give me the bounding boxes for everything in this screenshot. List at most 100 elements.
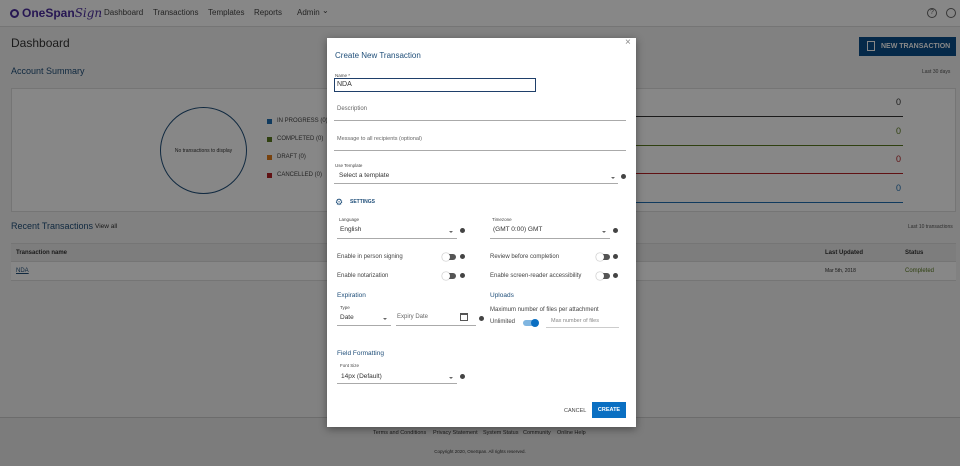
new-transaction-button[interactable]: NEW TRANSACTION <box>859 37 956 56</box>
help-icon[interactable] <box>460 374 465 379</box>
help-icon[interactable] <box>613 273 618 278</box>
legend-swatch <box>267 154 272 160</box>
status-count: 0 <box>896 154 902 165</box>
language-label: Language <box>339 217 360 222</box>
chevron-down-icon[interactable]: ⌄ <box>322 6 329 15</box>
help-icon[interactable] <box>613 228 618 233</box>
last-updated: Mar 5th, 2018 <box>825 268 856 274</box>
footer-link[interactable]: Community <box>523 430 551 436</box>
screen-reader-toggle[interactable] <box>596 272 610 280</box>
max-files-input[interactable]: Max number of files <box>551 318 599 324</box>
col-status[interactable]: Status <box>905 250 924 256</box>
calendar-icon[interactable] <box>460 313 468 321</box>
font-size-select[interactable]: 14px (Default) <box>341 373 382 380</box>
new-transaction-label: NEW TRANSACTION <box>881 43 951 50</box>
status-line <box>620 202 903 204</box>
create-transaction-dialog: × Create New Transaction Name * NDA Desc… <box>327 37 636 427</box>
review-toggle[interactable] <box>596 253 610 261</box>
col-transaction-name[interactable]: Transaction name <box>16 250 68 256</box>
caret-down-icon <box>449 231 453 233</box>
legend-label: IN PROGRESS (0) <box>277 118 328 124</box>
uploads-heading: Uploads <box>490 292 514 299</box>
footer-link[interactable]: System Status <box>483 430 519 436</box>
legend-item: IN PROGRESS (0) <box>267 118 328 124</box>
unlimited-label: Unlimited <box>490 319 516 325</box>
caret-down-icon <box>602 231 606 233</box>
settings-heading: SETTINGS <box>350 199 376 205</box>
footer: Terms and Conditions Privacy Statement Sys… <box>0 417 960 466</box>
max-files-label: Maximum number of files per attachment <box>490 307 599 313</box>
nav-admin[interactable]: Admin <box>297 8 320 17</box>
in-person-toggle[interactable] <box>442 253 456 261</box>
template-label: Use Template <box>335 163 363 168</box>
user-icon[interactable] <box>946 8 956 18</box>
account-summary-heading: Account Summary <box>11 66 85 76</box>
status-badge: Completed <box>905 268 935 274</box>
status-count: 0 <box>896 97 902 107</box>
empty-chart-text: No transactions to display <box>174 147 233 154</box>
legend-label: COMPLETED (0) <box>277 136 324 142</box>
footer-link[interactable]: Privacy Statement <box>433 430 478 436</box>
legend-label: DRAFT (0) <box>277 154 306 160</box>
legend-swatch <box>267 172 272 178</box>
legend-swatch <box>267 118 272 124</box>
expiration-heading: Expiration <box>337 292 366 299</box>
legend-swatch <box>267 136 272 142</box>
create-button[interactable]: CREATE <box>592 402 626 418</box>
cancel-button[interactable]: CANCEL <box>564 408 587 414</box>
legend-label: CANCELLED (0) <box>277 172 323 178</box>
transaction-link[interactable]: NDA <box>16 268 29 274</box>
notarization-toggle[interactable] <box>442 272 456 280</box>
status-count: 0 <box>896 183 902 194</box>
footer-link[interactable]: Online Help <box>557 430 586 436</box>
help-icon[interactable] <box>460 273 465 278</box>
name-input[interactable]: NDA <box>334 78 536 92</box>
legend-item: DRAFT (0) <box>267 154 306 160</box>
status-line <box>620 173 903 175</box>
expiry-date-input[interactable]: Expiry Date <box>397 314 429 320</box>
field-formatting-heading: Field Formatting <box>337 350 384 357</box>
period-label: Last 30 days <box>922 69 951 75</box>
type-select[interactable]: Date <box>340 314 354 321</box>
close-icon[interactable]: × <box>625 37 631 48</box>
help-icon[interactable] <box>621 174 626 179</box>
nav-reports[interactable]: Reports <box>254 8 283 17</box>
description-input[interactable]: Description <box>337 106 368 112</box>
nav-transactions[interactable]: Transactions <box>153 8 199 17</box>
help-icon[interactable] <box>479 316 484 321</box>
screen-reader-label: Enable screen-reader accessibility <box>490 273 582 279</box>
timezone-select[interactable]: (GMT 0:00) GMT <box>493 226 543 233</box>
caret-down-icon <box>611 177 615 179</box>
message-input[interactable]: Message to all recipients (optional) <box>337 136 422 142</box>
status-line <box>620 116 903 117</box>
help-icon[interactable] <box>460 228 465 233</box>
review-label: Review before completion <box>490 254 560 260</box>
gear-icon: ⚙ <box>335 197 344 207</box>
view-all-link[interactable]: View all <box>95 223 118 230</box>
caret-down-icon <box>449 377 453 379</box>
onespan-logo[interactable]: OneSpanSign <box>10 6 102 20</box>
name-label: Name * <box>335 73 351 78</box>
document-icon <box>867 41 875 51</box>
col-last-updated[interactable]: Last Updated <box>825 250 864 256</box>
template-select[interactable]: Select a template <box>339 172 390 179</box>
donut-chart-empty: No transactions to display <box>160 107 247 194</box>
nav-templates[interactable]: Templates <box>208 8 245 17</box>
language-select[interactable]: English <box>340 226 362 233</box>
dialog-title: Create New Transaction <box>335 51 421 60</box>
recent-note: Last 10 transactions <box>908 224 953 230</box>
help-icon[interactable]: ? <box>927 8 937 18</box>
unlimited-toggle[interactable] <box>523 319 539 327</box>
copyright: Copyright 2020, OneSpan. All rights rese… <box>434 449 526 454</box>
nav-dashboard[interactable]: Dashboard <box>104 8 144 17</box>
help-icon[interactable] <box>613 254 618 259</box>
timezone-label: Timezone <box>492 217 512 222</box>
caret-down-icon <box>383 318 387 320</box>
legend-item: CANCELLED (0) <box>267 172 322 178</box>
status-line <box>620 144 903 146</box>
footer-link[interactable]: Terms and Conditions <box>373 430 427 436</box>
help-icon[interactable] <box>460 254 465 259</box>
status-count: 0 <box>896 125 902 136</box>
in-person-label: Enable in person signing <box>337 254 403 260</box>
notarization-label: Enable notarization <box>337 273 389 279</box>
